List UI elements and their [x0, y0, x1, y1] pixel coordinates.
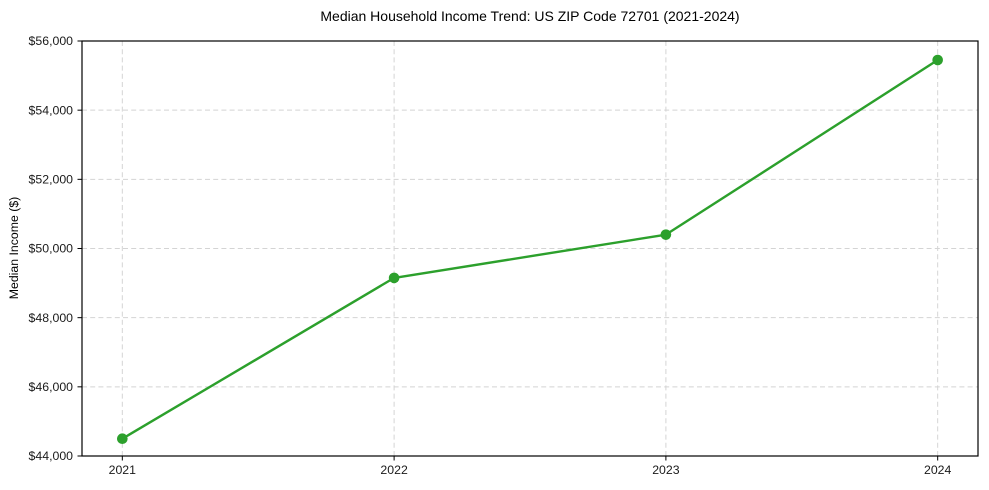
chart-title: Median Household Income Trend: US ZIP Co… [320, 8, 740, 24]
data-point-2024 [932, 54, 943, 66]
data-point-2021 [117, 433, 128, 445]
y-tick-label-2: $48,000 [29, 311, 74, 325]
trend-line [121, 58, 939, 440]
x-tick-label-2021: 2021 [109, 463, 137, 477]
data-point-2022 [388, 272, 400, 284]
y-tick-label-6: $56,000 [29, 34, 74, 48]
y-tick-label-0: $44,000 [29, 449, 74, 463]
y-tick-label-4: $52,000 [29, 173, 74, 187]
x-tick-label-2023: 2023 [652, 463, 680, 477]
x-tick-label-2022: 2022 [380, 463, 408, 477]
x-tick-label-2024: 2024 [924, 463, 952, 477]
y-tick-label-1: $46,000 [29, 380, 74, 394]
y-tick-label-3: $50,000 [29, 242, 74, 256]
data-point-2023 [660, 229, 672, 240]
y-tick-label-5: $54,000 [29, 103, 74, 117]
